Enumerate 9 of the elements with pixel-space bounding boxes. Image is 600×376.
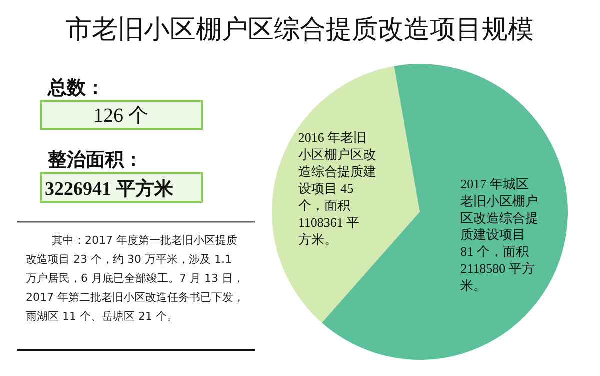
text: 其中：2017 年度第一批老旧小区提质改造项目 23 个，约 30 万平米，涉及 1.1 万户居民，6 月底已全部竣工。7 月 13 日，2017 年第二批老旧小区改造任务书已下发，雨湖区 11 个、岳塘区 21 个。 xyxy=(26,234,244,323)
text: 整治面积： xyxy=(47,149,143,171)
text: 3226941 平方米 xyxy=(45,178,174,200)
text: 总数： xyxy=(47,77,105,99)
pie-slice xyxy=(272,66,420,323)
chart-title: 市老旧小区棚户区综合提质改造项目规模 xyxy=(66,15,534,45)
slice-label: 2016 年老旧小区棚户区改造综合提质建设项目 45 个，面积 1108361 平方米。 xyxy=(298,130,376,247)
slice-label: 2017 年城区老旧小区棚户区改造综合提质建设项目 81 个，面积 2118580 平方米。 xyxy=(460,176,539,294)
text: 126 个 xyxy=(94,105,148,127)
